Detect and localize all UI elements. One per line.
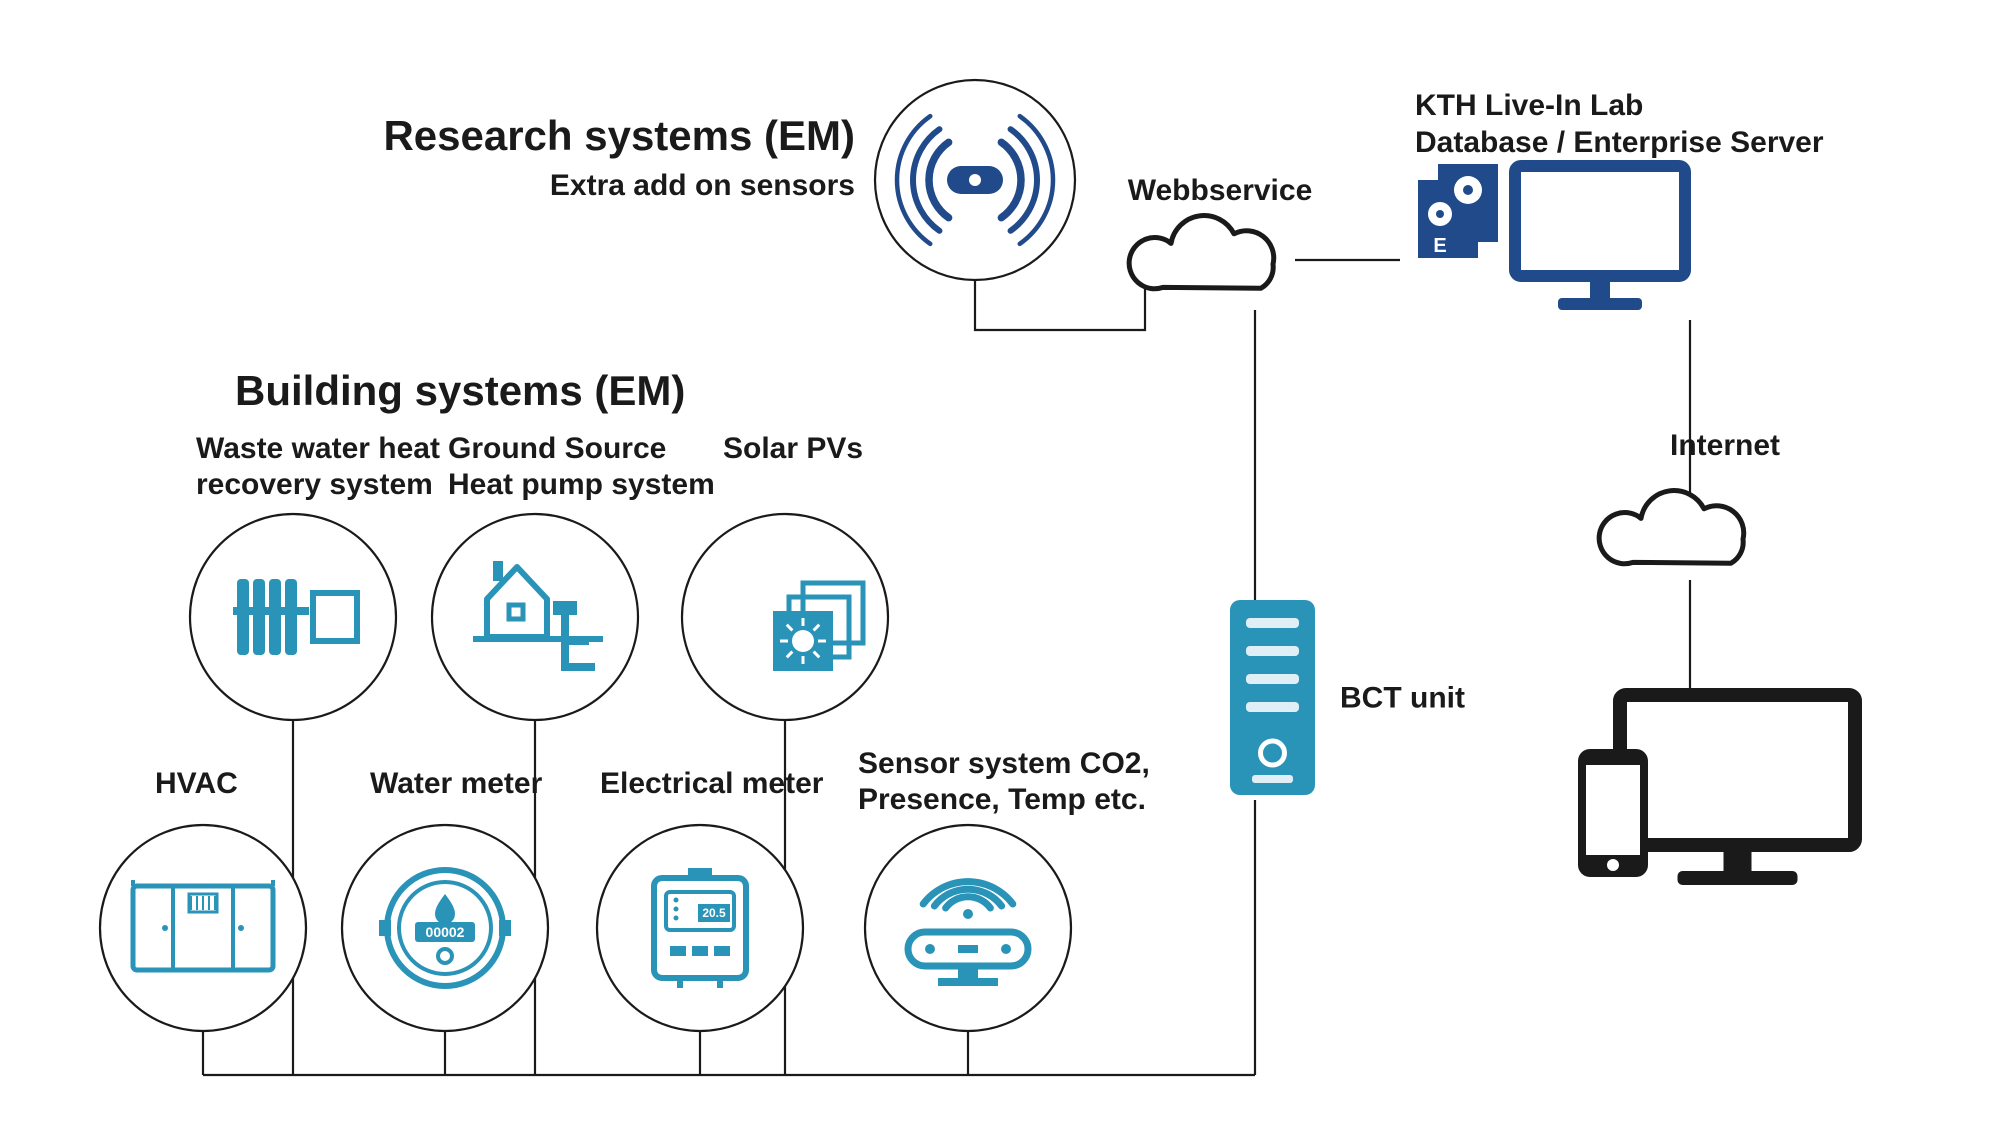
ground-source-node (432, 514, 638, 720)
label-ground-source-l2: Heat pump system (448, 468, 715, 501)
label-waste-water-l2: recovery system (196, 468, 433, 501)
webservice-cloud: Webbservice (1128, 174, 1313, 289)
label-elec-meter-l1: Electrical meter (600, 767, 824, 800)
research-sensor-node (875, 80, 1075, 280)
svg-text:00002: 00002 (426, 924, 465, 940)
label-sensor-sys-l2: Presence, Temp etc. (858, 783, 1146, 816)
svg-text:Webbservice: Webbservice (1128, 174, 1313, 207)
svg-text:BCT unit: BCT unit (1340, 682, 1465, 715)
internet-cloud: Internet (1599, 429, 1780, 564)
solar-icon (773, 583, 863, 671)
svg-text:Database / Enterprise Server: Database / Enterprise Server (1415, 126, 1824, 159)
water-meter-node: 00002 (342, 825, 548, 1031)
research-subtitle: Extra add on sensors (550, 169, 855, 202)
bct-unit: BCT unit (1230, 600, 1465, 795)
svg-text:20.5: 20.5 (702, 906, 726, 920)
cloud-icon (1129, 216, 1274, 289)
label-water-meter-l1: Water meter (370, 767, 543, 800)
svg-text:E: E (1433, 235, 1446, 257)
svg-text:Internet: Internet (1670, 429, 1780, 462)
electrical-meter-node: 20.5 (597, 825, 803, 1031)
label-ground-source-l1: Ground Source (448, 432, 666, 465)
hvac-node (100, 825, 306, 1031)
label-hvac-l1: HVAC (155, 767, 238, 800)
building-title: Building systems (EM) (235, 367, 685, 414)
client-devices (1578, 695, 1855, 885)
kth-server: KTH Live-In Lab Database / Enterprise Ser… (1415, 89, 1824, 310)
svg-text:KTH Live-In Lab: KTH Live-In Lab (1415, 89, 1643, 122)
cloud-icon (1599, 491, 1744, 564)
research-title: Research systems (EM) (383, 112, 855, 159)
sensor-system-node (865, 825, 1071, 1031)
waste-water-node (190, 514, 396, 720)
solar-node (682, 514, 888, 720)
label-waste-water-l1: Waste water heat (196, 432, 440, 465)
label-solar-l1: Solar PVs (723, 432, 863, 465)
label-sensor-sys-l1: Sensor system CO2, (858, 747, 1150, 780)
